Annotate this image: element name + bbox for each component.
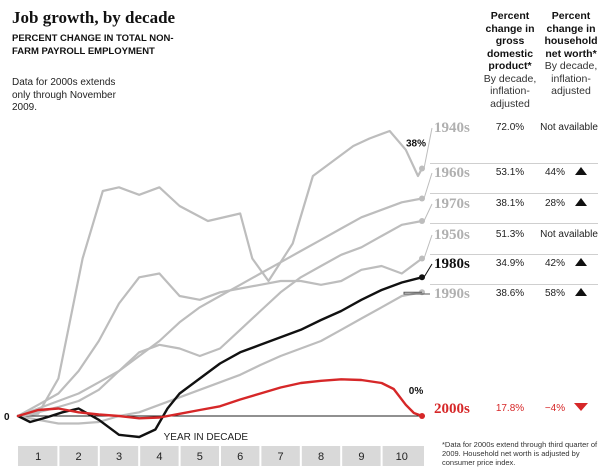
gdp-value: 72.0% <box>496 122 524 133</box>
series-end-point <box>419 165 425 172</box>
series-connector <box>403 291 430 295</box>
gdp-value: 51.3% <box>496 229 524 240</box>
series-line <box>16 219 424 418</box>
networth-value: Not available <box>540 229 598 240</box>
end-value-label: 0% <box>409 386 424 397</box>
series-1950s: 1950s 51.3% Not available <box>16 227 598 418</box>
trend-up-icon <box>575 288 587 296</box>
networth-value: −4% <box>545 403 565 414</box>
decade-label: 1990s <box>434 286 470 302</box>
decade-label: 1970s <box>434 196 470 212</box>
y-tick-label: 0 <box>4 412 10 423</box>
x-tick-label: 3 <box>116 451 122 463</box>
series-end-point <box>419 274 425 281</box>
series-line <box>16 129 424 418</box>
trend-up-icon <box>575 167 587 175</box>
gdp-column-subheading: By decade, inflation-adjusted <box>483 72 537 110</box>
data-note: Data for 2000s extends only through Nove… <box>12 77 116 113</box>
series-connector <box>423 234 433 259</box>
series-line <box>16 197 424 418</box>
series-1960s: 1960s 53.1% 44% <box>16 165 587 418</box>
chart-subtitle: PERCENT CHANGE IN TOTAL NON-FARM PAYROLL… <box>12 33 174 57</box>
networth-value: 44% <box>545 167 565 178</box>
decade-label: 1980s <box>434 256 470 272</box>
series-end-point <box>419 195 425 202</box>
x-tick-label: 6 <box>237 451 243 463</box>
networth-column-header: Percent change in household net worth* B… <box>540 10 600 98</box>
series-connector <box>423 172 433 199</box>
gdp-value: 53.1% <box>496 167 524 178</box>
series-connector <box>423 127 433 169</box>
series-line <box>16 276 424 439</box>
networth-value: 28% <box>545 198 565 209</box>
series-2000s: 2000s 17.8% −4% <box>16 378 588 420</box>
trend-up-icon <box>575 198 587 206</box>
end-value-label: 38% <box>406 139 426 150</box>
networth-value: 58% <box>545 288 565 299</box>
gdp-column-heading: Percent change in gross domestic product… <box>485 10 535 72</box>
x-tick-label: 4 <box>156 451 162 463</box>
x-tick-label: 2 <box>76 451 82 463</box>
series-line <box>16 378 424 420</box>
series-line <box>16 291 424 425</box>
x-tick-label: 10 <box>396 451 408 463</box>
networth-value: Not available <box>540 122 598 133</box>
trend-down-icon <box>574 403 588 411</box>
gdp-value: 38.6% <box>496 288 524 299</box>
gdp-value: 38.1% <box>496 198 524 209</box>
gdp-value: 34.9% <box>496 258 524 269</box>
networth-value: 42% <box>545 258 565 269</box>
decade-label: 2000s <box>434 401 470 417</box>
series-connector <box>423 263 433 278</box>
series-end-point <box>419 218 425 224</box>
x-axis-title: YEAR IN DECADE <box>164 432 249 443</box>
series-1990s: 1990s 38.6% 58% <box>16 286 587 425</box>
footnote: *Data for 2000s extend through third qua… <box>442 440 598 467</box>
series-line <box>16 257 424 418</box>
networth-column-heading: Percent change in household net worth* <box>544 10 598 60</box>
series-1980s: 1980s 34.9% 42% <box>16 256 587 439</box>
x-tick-label: 7 <box>278 451 284 463</box>
series-connector <box>423 203 433 222</box>
decade-label: 1960s <box>434 165 470 181</box>
x-tick-label: 5 <box>197 451 203 463</box>
chart-title: Job growth, by decade <box>12 8 176 27</box>
trend-up-icon <box>575 258 587 266</box>
decade-label: 1950s <box>434 227 470 243</box>
decade-label: 1940s <box>434 120 470 136</box>
series-1970s: 1970s 38.1% 28% <box>16 196 587 418</box>
networth-column-subheading: By decade, inflation-adjusted <box>544 60 598 97</box>
series-end-point <box>419 413 425 419</box>
series-end-point <box>419 255 425 262</box>
x-tick-label: 8 <box>318 451 324 463</box>
x-axis: 1 2 3 4 5 6 7 8 9 10 <box>18 446 424 466</box>
gdp-column-header: Percent change in gross domestic product… <box>478 10 542 110</box>
series-1940s: 1940s 72.0% Not available <box>16 120 598 418</box>
x-tick-label: 1 <box>35 451 41 463</box>
x-tick-label: 9 <box>358 451 364 463</box>
gdp-value: 17.8% <box>496 403 524 414</box>
